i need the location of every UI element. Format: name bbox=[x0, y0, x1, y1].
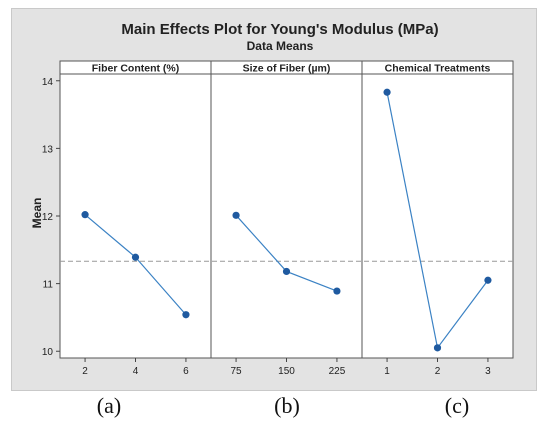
x-tick-label-2-2: 3 bbox=[485, 366, 491, 377]
plot-area bbox=[59, 60, 514, 359]
x-tick-label-0-1: 4 bbox=[133, 366, 139, 377]
x-tick-label-2-1: 2 bbox=[435, 366, 441, 377]
y-tick-label-4: 14 bbox=[42, 77, 54, 88]
x-tick-label-2-0: 1 bbox=[384, 366, 390, 377]
x-tick-label-1-2: 225 bbox=[329, 366, 346, 377]
data-point-1-2 bbox=[333, 287, 341, 295]
chart-subtitle: Data Means bbox=[247, 39, 314, 53]
x-tick-label-0-2: 6 bbox=[183, 366, 189, 377]
panel-title-1: Size of Fiber (µm) bbox=[243, 63, 331, 75]
data-point-0-2 bbox=[182, 311, 190, 319]
data-point-0-1 bbox=[131, 253, 140, 261]
x-tick-label-1-1: 150 bbox=[278, 366, 295, 377]
data-point-1-0 bbox=[232, 211, 240, 219]
data-point-2-1 bbox=[433, 344, 442, 352]
panel-b-caption: (b) bbox=[274, 393, 300, 418]
y-axis-label: Mean bbox=[30, 198, 44, 229]
y-tick-label-2: 12 bbox=[42, 212, 54, 223]
y-tick-label-3: 13 bbox=[42, 144, 54, 155]
x-tick-label-1-0: 75 bbox=[231, 366, 243, 377]
y-tick-label-0: 10 bbox=[42, 347, 54, 358]
data-point-2-2 bbox=[484, 276, 492, 284]
panel-a-caption: (a) bbox=[96, 393, 122, 418]
y-tick-label-1: 11 bbox=[43, 280, 54, 291]
panel-c-caption: (c) bbox=[444, 393, 470, 418]
data-point-0-0 bbox=[81, 211, 89, 219]
chart-title: Main Effects Plot for Young's Modulus (M… bbox=[121, 21, 438, 38]
panel-title-2: Chemical Treatments bbox=[385, 63, 491, 75]
x-tick-label-0-0: 2 bbox=[82, 366, 88, 377]
data-point-2-0 bbox=[383, 88, 391, 96]
data-point-1-1 bbox=[282, 267, 291, 276]
panel-title-0: Fiber Content (%) bbox=[92, 63, 180, 75]
